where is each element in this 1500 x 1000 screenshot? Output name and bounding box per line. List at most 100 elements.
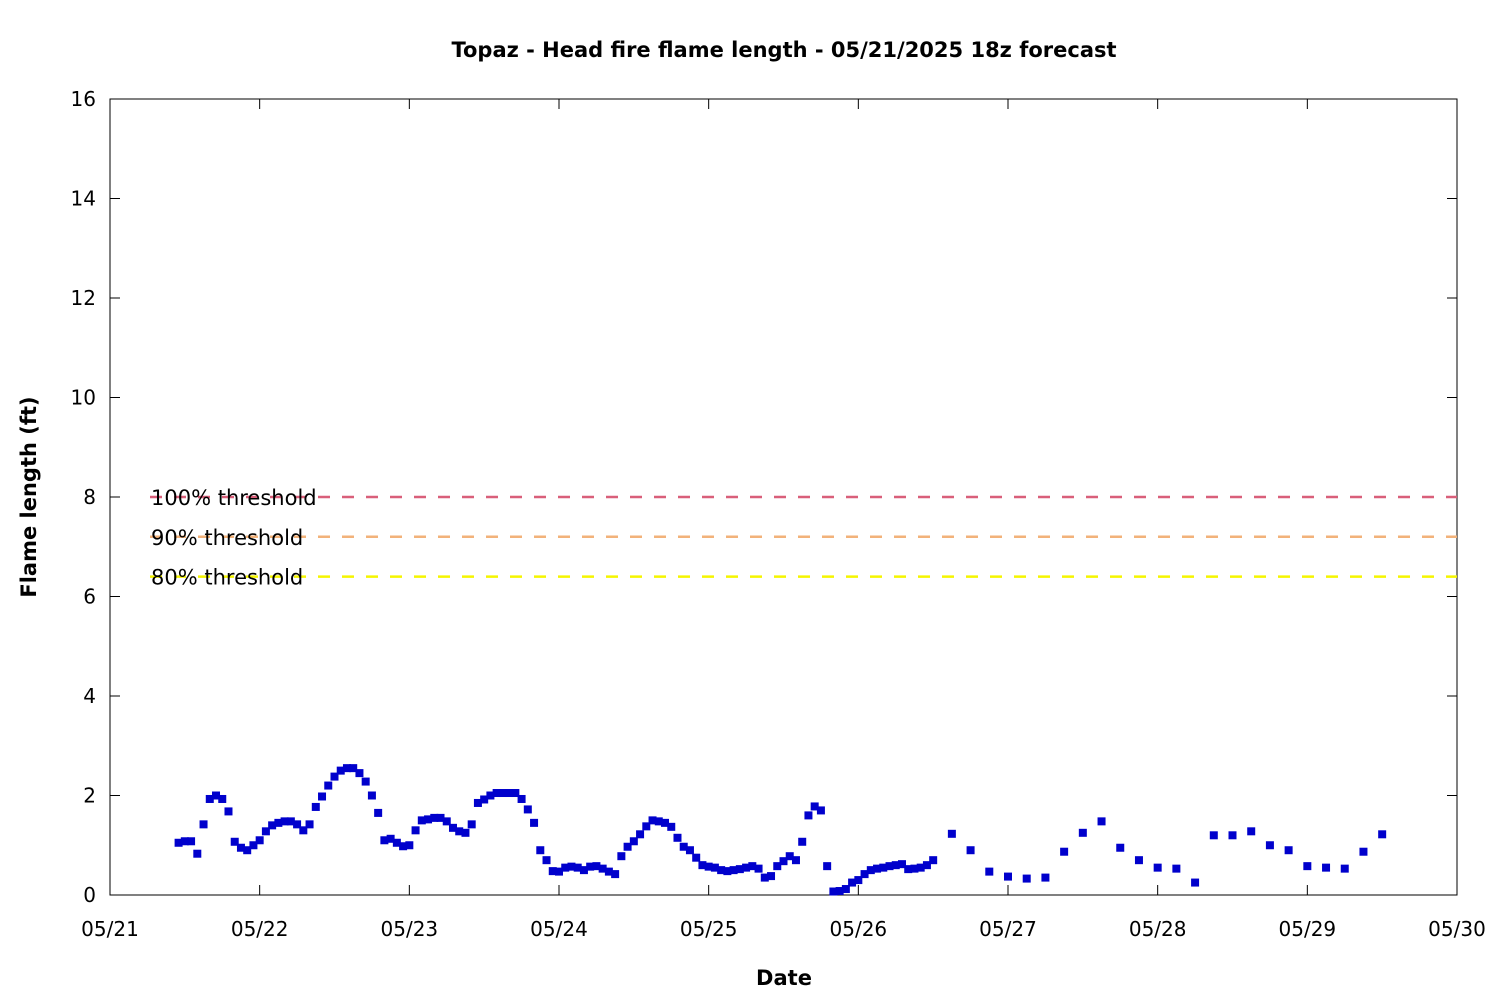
plot-area: 0 2 4 6 8 10 12 14 16 05/21 05/22 05/23 05/24 05/25 05… [71,87,1486,941]
data-point [947,829,956,838]
data-point [754,864,763,873]
data-point [742,863,751,872]
data-point [673,833,682,842]
data-point [530,818,539,827]
data-point [573,863,582,872]
y-tick-label: 14 [71,187,96,211]
data-point [798,837,807,846]
data-point [548,867,557,876]
data-point [380,836,389,845]
data-point [922,861,931,870]
data-point [536,846,545,855]
data-point [685,846,694,855]
data-point [1378,830,1387,839]
data-point [555,867,563,876]
data-point [392,838,401,847]
data-point [835,887,844,896]
data-point [1340,864,1349,873]
data-point [1265,841,1274,850]
x-tick-label: 05/28 [1129,917,1187,941]
data-point [567,862,576,871]
data-point [1209,831,1218,840]
x-tick-label: 05/27 [979,917,1037,941]
data-point [324,781,333,790]
data-point [505,789,514,798]
data-point [1097,817,1106,826]
data-point [261,827,270,836]
data-point [473,798,482,807]
data-point [224,807,233,816]
data-point [318,792,327,801]
data-point [910,864,919,873]
data-point [704,862,713,871]
data-point [648,816,657,825]
data-point [430,813,439,822]
threshold-label-90-threshold: 90% threshold [151,526,303,550]
data-point [561,863,570,872]
data-point [623,842,632,851]
data-point [305,820,314,829]
data-point [280,817,289,826]
data-point [361,777,370,786]
data-point [399,842,408,851]
data-point [1004,872,1012,881]
data-point [480,795,489,804]
y-tick-label: 10 [71,386,96,410]
data-point [417,816,426,825]
data-point [679,842,688,851]
data-point [717,866,726,875]
data-point [355,769,364,778]
data-point [448,823,457,832]
data-point [492,789,501,798]
data-point [249,841,258,850]
data-point [542,856,551,865]
data-point [767,872,776,881]
data-point [1060,847,1069,856]
data-point [873,864,882,873]
data-point [866,866,875,875]
x-tick-label: 05/29 [1279,917,1337,941]
data-point [1078,828,1087,837]
data-point [236,843,245,852]
y-tick-label: 4 [83,684,96,708]
data-point [667,822,676,831]
data-point [661,818,670,827]
x-axis-label: Date [756,966,812,990]
x-tick-label: 05/26 [830,917,888,941]
data-point [816,806,825,815]
data-point [205,794,214,803]
data-point [791,856,800,865]
chart-title: Topaz - Head fire flame length - 05/21/2… [451,38,1116,62]
data-point [187,837,196,846]
data-point [293,820,302,829]
data-point [523,805,532,814]
x-tick-label: 05/22 [231,917,289,941]
data-point [579,866,588,875]
data-point [311,802,320,811]
data-point [1303,862,1312,871]
data-point [212,791,221,800]
data-point [349,764,358,773]
data-point [1228,831,1237,840]
data-point [611,870,620,879]
y-tick-label: 8 [83,485,96,509]
data-point [405,841,414,850]
data-point [860,870,869,879]
data-point [199,820,208,829]
data-point [1041,873,1050,882]
data-point [879,863,888,872]
data-point [230,837,239,846]
data-point [785,852,794,861]
data-point [299,826,308,835]
data-point [592,862,601,871]
data-point [729,866,738,875]
data-point [642,822,651,831]
data-point [498,789,507,798]
data-point [424,815,433,824]
data-point [455,827,464,836]
data-point [1359,847,1368,856]
data-point [180,837,189,846]
data-point [629,837,638,846]
data-point [461,828,470,837]
data-point [1022,874,1031,883]
